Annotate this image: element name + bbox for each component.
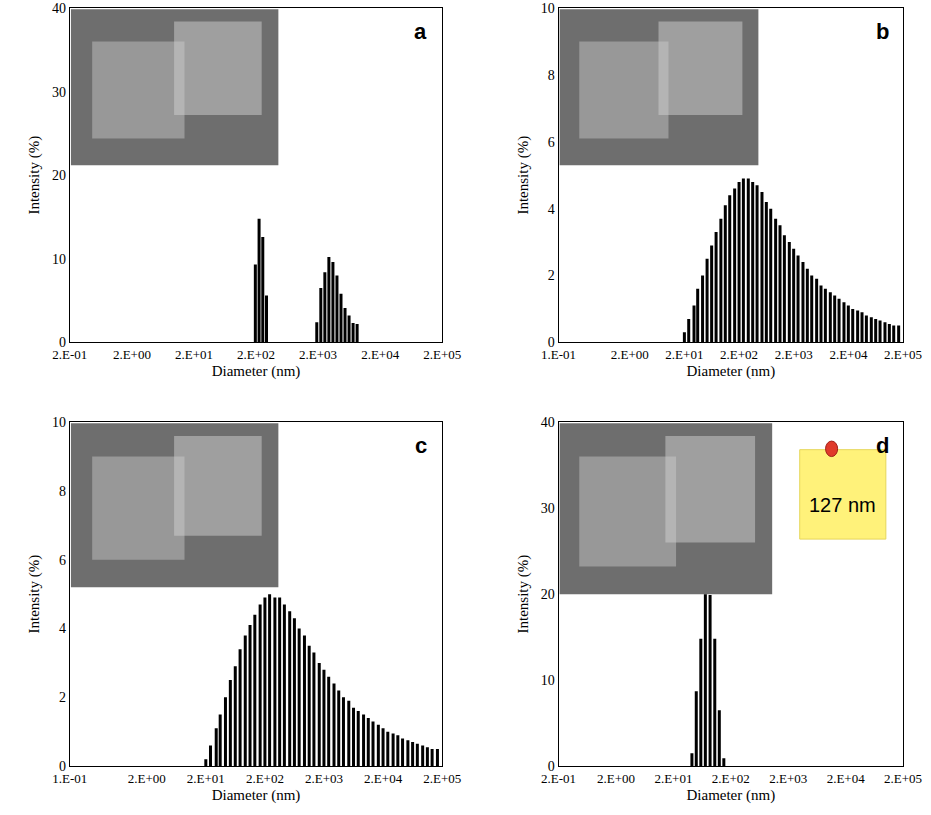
- svg-text:2.E+03: 2.E+03: [769, 771, 807, 786]
- svg-text:2.E+03: 2.E+03: [299, 347, 337, 362]
- svg-text:20: 20: [52, 168, 66, 183]
- svg-text:8: 8: [548, 68, 555, 83]
- svg-text:6: 6: [59, 553, 66, 568]
- svg-text:Intensity (%): Intensity (%): [515, 555, 532, 634]
- svg-text:2.E+01: 2.E+01: [187, 771, 225, 786]
- svg-text:Intensity (%): Intensity (%): [26, 136, 43, 215]
- svg-text:2.E+00: 2.E+00: [611, 347, 649, 362]
- svg-text:Diameter (nm): Diameter (nm): [686, 363, 775, 380]
- svg-text:2.E+00: 2.E+00: [113, 347, 151, 362]
- svg-text:30: 30: [52, 85, 66, 100]
- svg-text:2.E+01: 2.E+01: [665, 347, 703, 362]
- svg-text:2.E+05: 2.E+05: [884, 347, 922, 362]
- svg-text:6: 6: [548, 135, 555, 150]
- svg-text:2.E+01: 2.E+01: [175, 347, 213, 362]
- svg-text:10: 10: [52, 415, 66, 430]
- svg-text:4: 4: [548, 202, 555, 217]
- svg-text:0: 0: [548, 335, 555, 350]
- svg-text:8: 8: [59, 484, 66, 499]
- svg-text:4: 4: [59, 621, 66, 636]
- svg-text:0: 0: [59, 759, 66, 774]
- svg-text:10: 10: [52, 252, 66, 267]
- svg-text:2.E-01: 2.E-01: [52, 347, 87, 362]
- svg-text:Diameter (nm): Diameter (nm): [212, 363, 301, 380]
- svg-text:c: c: [415, 433, 427, 458]
- svg-text:2.E+02: 2.E+02: [237, 347, 275, 362]
- svg-text:0: 0: [548, 759, 555, 774]
- svg-text:d: d: [876, 433, 889, 458]
- svg-text:2: 2: [548, 268, 555, 283]
- svg-text:2.E+02: 2.E+02: [720, 347, 758, 362]
- svg-text:0: 0: [59, 335, 66, 350]
- svg-text:b: b: [876, 19, 889, 44]
- svg-text:2.E+03: 2.E+03: [305, 771, 343, 786]
- svg-text:2.E+02: 2.E+02: [712, 771, 750, 786]
- svg-text:2.E+05: 2.E+05: [423, 771, 461, 786]
- svg-text:Intensity (%): Intensity (%): [515, 136, 532, 215]
- svg-text:2.E+00: 2.E+00: [597, 771, 635, 786]
- svg-text:40: 40: [52, 1, 66, 16]
- svg-text:2.E+05: 2.E+05: [423, 347, 461, 362]
- svg-text:20: 20: [541, 587, 555, 602]
- svg-text:30: 30: [541, 501, 555, 516]
- svg-text:2.E-01: 2.E-01: [541, 771, 576, 786]
- svg-text:1.E-01: 1.E-01: [541, 347, 576, 362]
- svg-text:2.E+04: 2.E+04: [827, 771, 866, 786]
- svg-text:a: a: [414, 19, 427, 44]
- svg-text:2.E+03: 2.E+03: [775, 347, 813, 362]
- svg-text:2.E+00: 2.E+00: [128, 771, 166, 786]
- svg-text:2.E+04: 2.E+04: [361, 347, 400, 362]
- svg-text:Intensity (%): Intensity (%): [26, 555, 43, 634]
- svg-text:2: 2: [59, 690, 66, 705]
- svg-text:2.E+04: 2.E+04: [364, 771, 403, 786]
- svg-text:2.E+04: 2.E+04: [829, 347, 868, 362]
- svg-text:10: 10: [541, 1, 555, 16]
- svg-text:2.E+02: 2.E+02: [246, 771, 284, 786]
- svg-text:40: 40: [541, 415, 555, 430]
- svg-text:2.E+01: 2.E+01: [654, 771, 692, 786]
- svg-text:10: 10: [541, 673, 555, 688]
- svg-text:Diameter (nm): Diameter (nm): [212, 787, 301, 804]
- svg-text:2.E+05: 2.E+05: [884, 771, 922, 786]
- svg-text:1.E-01: 1.E-01: [52, 771, 87, 786]
- svg-text:Diameter (nm): Diameter (nm): [686, 787, 775, 804]
- svg-text:127 nm: 127 nm: [809, 494, 876, 516]
